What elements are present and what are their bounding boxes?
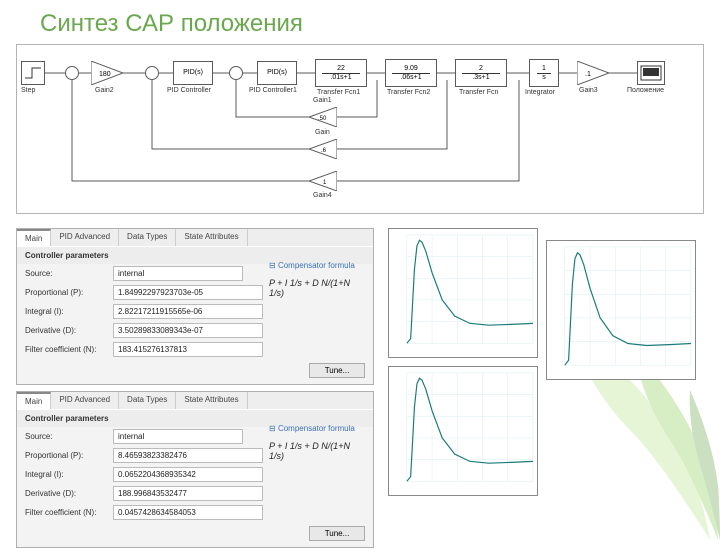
p-label: Proportional (P):: [25, 288, 113, 297]
n-label: Filter coefficient (N):: [25, 345, 113, 354]
block-integrator[interactable]: 1s: [529, 59, 559, 87]
label-tf1: Transfer Fcn1: [317, 89, 360, 96]
i-input[interactable]: 0.0652204368935342: [113, 467, 263, 482]
i-label: Integral (I):: [25, 307, 113, 316]
d-input[interactable]: 3.50289833089343e-07: [113, 323, 263, 338]
panel-tabs: Main PID Advanced Data Types State Attri…: [17, 229, 373, 246]
label-gain1: Gain1: [313, 97, 332, 104]
tune-button[interactable]: Tune...: [309, 526, 365, 541]
label-gain2: Gain2: [95, 87, 114, 94]
d-label: Derivative (D):: [25, 489, 113, 498]
n-label: Filter coefficient (N):: [25, 508, 113, 517]
d-label: Derivative (D):: [25, 326, 113, 335]
plot-2: [546, 240, 696, 380]
svg-text:.50: .50: [318, 116, 327, 122]
scope-plots: [388, 228, 708, 528]
block-gain1[interactable]: .50: [309, 107, 337, 127]
d-input[interactable]: 188.996843532477: [113, 486, 263, 501]
plot-1: [388, 228, 538, 358]
svg-text:.6: .6: [321, 148, 327, 154]
tab-advanced[interactable]: PID Advanced: [51, 392, 119, 409]
panel-tabs: Main PID Advanced Data Types State Attri…: [17, 392, 373, 409]
pid-panel-b: Main PID Advanced Data Types State Attri…: [16, 391, 374, 548]
tab-state[interactable]: State Attributes: [176, 229, 247, 246]
p-input[interactable]: 1.84992297923703e-05: [113, 285, 263, 300]
page-title: Синтез САР положения: [0, 0, 720, 44]
tab-datatypes[interactable]: Data Types: [119, 392, 176, 409]
n-input[interactable]: 0.0457428634584053: [113, 505, 263, 520]
compensator-formula: ⊟ Compensator formula P + I 1/s + D N/(1…: [269, 424, 367, 461]
label-pid1: PID Controller: [167, 87, 211, 94]
pid-panel-a: Main PID Advanced Data Types State Attri…: [16, 228, 374, 385]
sum-1[interactable]: [65, 66, 79, 80]
sum-2[interactable]: [145, 66, 159, 80]
label-gain: Gain: [315, 129, 330, 136]
label-step: Step: [21, 87, 35, 94]
source-label: Source:: [25, 269, 113, 278]
block-gain2[interactable]: 180: [91, 61, 123, 85]
tab-main[interactable]: Main: [17, 392, 51, 409]
block-tf3[interactable]: 2.3s+1: [455, 59, 507, 87]
compensator-formula: ⊟ Compensator formula P + I 1/s + D N/(1…: [269, 261, 367, 298]
block-scope[interactable]: [637, 61, 665, 85]
plot-3: [388, 366, 538, 496]
tune-button[interactable]: Tune...: [309, 363, 365, 378]
label-tf2: Transfer Fcn2: [387, 89, 430, 96]
block-gain4[interactable]: 1: [309, 171, 337, 191]
label-gain3: Gain3: [579, 87, 598, 94]
tab-main[interactable]: Main: [17, 229, 51, 246]
label-tf3: Transfer Fcn: [459, 89, 498, 96]
gain2-value: 180: [99, 71, 111, 78]
source-select[interactable]: internal: [113, 266, 243, 281]
sum-3[interactable]: [229, 66, 243, 80]
block-pid2[interactable]: PID(s): [257, 61, 297, 85]
label-integrator: Integrator: [525, 89, 555, 96]
label-gain4: Gain4: [313, 192, 332, 199]
i-input[interactable]: 2.82217211915565e-06: [113, 304, 263, 319]
tab-state[interactable]: State Attributes: [176, 392, 247, 409]
source-select[interactable]: internal: [113, 429, 243, 444]
block-gain[interactable]: .6: [309, 139, 337, 159]
n-input[interactable]: 183.415276137813: [113, 342, 263, 357]
svg-text:.1: .1: [585, 71, 591, 78]
label-pid2: PID Controller1: [249, 87, 297, 94]
source-label: Source:: [25, 432, 113, 441]
p-label: Proportional (P):: [25, 451, 113, 460]
label-scope: Положение: [627, 87, 664, 94]
block-step[interactable]: [21, 61, 45, 85]
tab-datatypes[interactable]: Data Types: [119, 229, 176, 246]
pid-panels: Main PID Advanced Data Types State Attri…: [16, 228, 374, 554]
p-input[interactable]: 8.46593823382476: [113, 448, 263, 463]
simulink-diagram: Step 180 Gain2 PID(s) PID Controller PID…: [16, 44, 704, 214]
block-gain3[interactable]: .1: [577, 61, 609, 85]
block-tf2[interactable]: 9.09.06s+1: [385, 59, 437, 87]
i-label: Integral (I):: [25, 470, 113, 479]
block-pid1[interactable]: PID(s): [173, 61, 213, 85]
block-tf1[interactable]: 22.01s+1: [315, 59, 367, 87]
tab-advanced[interactable]: PID Advanced: [51, 229, 119, 246]
